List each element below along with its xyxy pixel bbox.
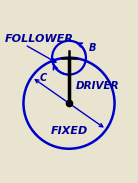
Text: DRIVER: DRIVER [75,81,119,91]
Text: C: C [39,74,47,83]
Text: FOLLOWER: FOLLOWER [5,34,74,44]
Text: B: B [88,43,96,53]
Text: FIXED: FIXED [50,126,88,136]
